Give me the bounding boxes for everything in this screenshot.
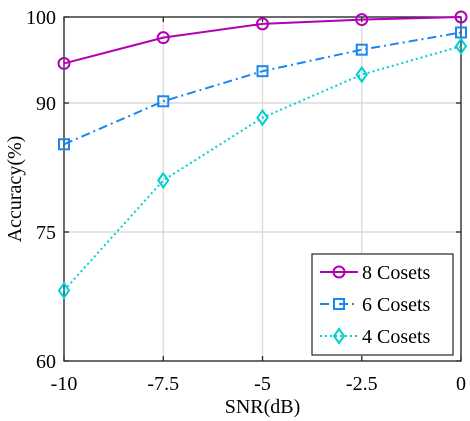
data-point [57, 281, 71, 300]
data-point [256, 17, 269, 31]
data-point [454, 10, 468, 24]
legend-item: 8 Cosets [320, 262, 431, 284]
data-point [256, 108, 269, 127]
y-tick-label: 90 [36, 93, 56, 115]
legend-marker [332, 327, 346, 345]
series-2 [57, 37, 468, 300]
series-line [63, 45, 462, 292]
x-tick-label: -10 [51, 373, 78, 395]
data-point [156, 31, 170, 45]
x-tick-label: 0 [456, 373, 466, 395]
y-tick-label: 60 [36, 351, 56, 373]
data-point [157, 95, 170, 108]
legend-item: 4 Cosets [320, 326, 431, 348]
y-tick-label: 75 [36, 222, 56, 244]
y-axis-label: Accuracy(%) [4, 136, 26, 243]
data-point [355, 13, 369, 27]
legend: 8 Cosets 6 Cosets 4 Cosets [311, 253, 454, 356]
data-point [455, 26, 467, 39]
legend-marker [333, 298, 345, 310]
x-tick-label: -5 [254, 373, 271, 395]
legend-item: 6 Cosets [320, 294, 431, 316]
legend-marker [332, 265, 346, 279]
data-point [256, 65, 269, 78]
data-point [454, 37, 468, 55]
series-line [63, 16, 462, 65]
series-1 [58, 26, 467, 151]
x-tick-label: -2.5 [346, 373, 378, 395]
series-group [57, 10, 468, 300]
y-tick-label: 100 [26, 7, 56, 29]
legend-label: 6 Cosets [362, 294, 431, 316]
data-point [355, 43, 368, 56]
data-point [57, 56, 71, 70]
legend-label: 4 Cosets [362, 326, 431, 348]
data-point [157, 171, 170, 190]
series-0 [57, 10, 468, 70]
x-tick-label: -7.5 [147, 373, 179, 395]
legend-label: 8 Cosets [362, 262, 431, 284]
data-point [58, 138, 70, 151]
series-line [63, 31, 462, 146]
data-point [355, 65, 368, 84]
x-axis-label: SNR(dB) [225, 396, 301, 418]
